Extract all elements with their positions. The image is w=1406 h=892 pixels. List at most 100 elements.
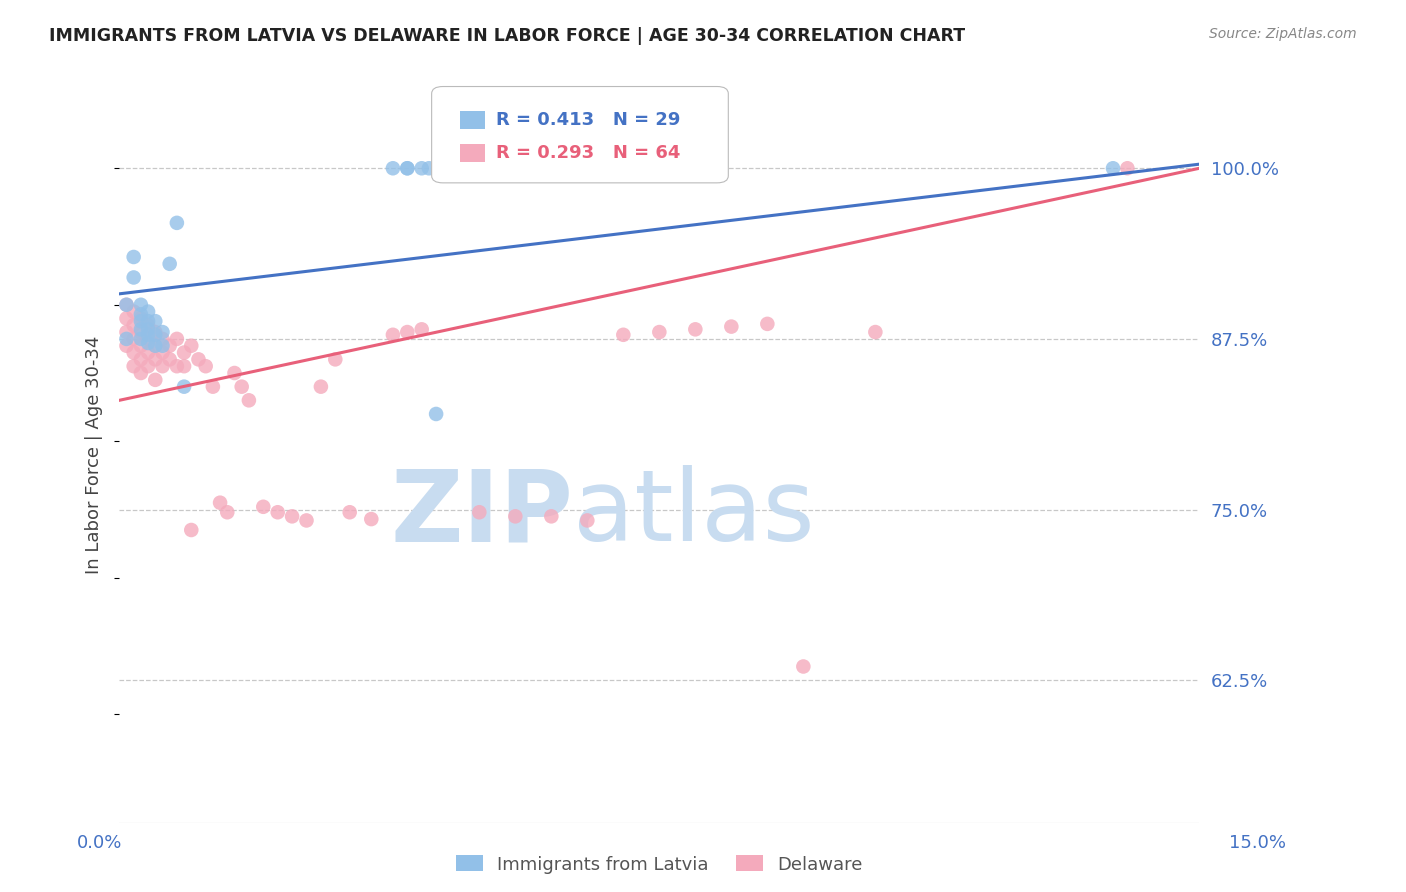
Point xyxy=(217,505,239,519)
Point xyxy=(756,317,779,331)
Text: R = 0.293   N = 64: R = 0.293 N = 64 xyxy=(496,144,681,161)
Point xyxy=(129,352,152,367)
Point xyxy=(194,359,217,374)
Point xyxy=(115,311,138,326)
Point xyxy=(115,332,138,346)
Point xyxy=(166,332,188,346)
Point xyxy=(136,332,159,346)
Text: atlas: atlas xyxy=(572,466,814,562)
Point xyxy=(612,327,634,342)
Point xyxy=(576,513,599,527)
Point xyxy=(136,304,159,318)
Point xyxy=(115,298,138,312)
Point xyxy=(122,332,145,346)
Point xyxy=(209,496,232,510)
Point xyxy=(396,325,419,339)
Point xyxy=(143,325,166,339)
Point xyxy=(295,513,318,527)
Point xyxy=(792,659,814,673)
Point xyxy=(152,332,174,346)
Point xyxy=(685,322,707,336)
Point xyxy=(136,336,159,351)
Point xyxy=(166,216,188,230)
Point xyxy=(865,325,887,339)
Point xyxy=(122,318,145,333)
Point xyxy=(360,512,382,526)
Point xyxy=(136,318,159,333)
Point xyxy=(143,327,166,342)
Point xyxy=(381,327,404,342)
Point xyxy=(122,304,145,318)
Point xyxy=(224,366,246,380)
Point xyxy=(143,352,166,367)
Point xyxy=(411,322,433,336)
Text: IMMIGRANTS FROM LATVIA VS DELAWARE IN LABOR FORCE | AGE 30-34 CORRELATION CHART: IMMIGRANTS FROM LATVIA VS DELAWARE IN LA… xyxy=(49,27,966,45)
Point xyxy=(136,314,159,328)
Point xyxy=(122,345,145,359)
Point xyxy=(468,505,491,519)
Point xyxy=(136,345,159,359)
Point xyxy=(381,161,404,176)
Point xyxy=(129,307,152,321)
Point xyxy=(396,161,419,176)
Text: 0.0%: 0.0% xyxy=(77,834,122,852)
Text: 15.0%: 15.0% xyxy=(1229,834,1286,852)
Point xyxy=(201,379,224,393)
Y-axis label: In Labor Force | Age 30-34: In Labor Force | Age 30-34 xyxy=(86,335,103,574)
Point xyxy=(129,298,152,312)
Point xyxy=(505,509,527,524)
Point xyxy=(129,332,152,346)
Point xyxy=(540,509,562,524)
Point xyxy=(115,325,138,339)
Point xyxy=(152,345,174,359)
Text: Source: ZipAtlas.com: Source: ZipAtlas.com xyxy=(1209,27,1357,41)
Point xyxy=(115,298,138,312)
Point xyxy=(252,500,274,514)
Point xyxy=(129,325,152,339)
Point xyxy=(267,505,290,519)
Point xyxy=(173,359,195,374)
Point xyxy=(281,509,304,524)
Point xyxy=(159,257,181,271)
Point xyxy=(136,327,159,342)
Point xyxy=(115,339,138,353)
Point xyxy=(122,359,145,374)
Point xyxy=(180,339,202,353)
Point xyxy=(143,339,166,353)
Point xyxy=(122,270,145,285)
Point xyxy=(425,407,447,421)
Point xyxy=(187,352,209,367)
Point xyxy=(152,339,174,353)
Point xyxy=(411,161,433,176)
Point xyxy=(166,359,188,374)
Point xyxy=(129,311,152,326)
Point xyxy=(648,325,671,339)
Point xyxy=(152,325,174,339)
Point xyxy=(173,379,195,393)
Point xyxy=(1116,161,1139,176)
Legend: Immigrants from Latvia, Delaware: Immigrants from Latvia, Delaware xyxy=(449,848,870,880)
Point xyxy=(152,359,174,374)
Text: ZIP: ZIP xyxy=(389,466,572,562)
Point xyxy=(173,345,195,359)
Point xyxy=(136,359,159,374)
Point xyxy=(238,393,260,408)
Point xyxy=(136,322,159,336)
Point xyxy=(418,161,440,176)
Point xyxy=(396,161,419,176)
Text: R = 0.413   N = 29: R = 0.413 N = 29 xyxy=(496,111,681,129)
Point xyxy=(720,319,742,334)
Point xyxy=(129,366,152,380)
Point xyxy=(1102,161,1125,176)
Point xyxy=(339,505,361,519)
Point xyxy=(143,373,166,387)
Point xyxy=(159,352,181,367)
Point xyxy=(129,339,152,353)
Point xyxy=(159,339,181,353)
Point xyxy=(231,379,253,393)
Point xyxy=(143,339,166,353)
Point xyxy=(323,352,346,367)
Point xyxy=(143,314,166,328)
Point xyxy=(129,314,152,328)
Point xyxy=(122,250,145,264)
